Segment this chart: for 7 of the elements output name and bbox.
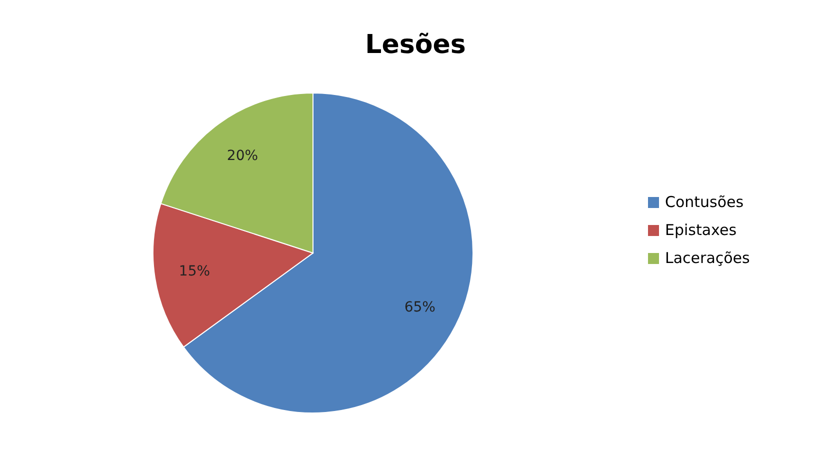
- legend-label: Contusões: [665, 193, 744, 212]
- chart-title: Lesões: [365, 30, 466, 60]
- legend-label: Epistaxes: [665, 221, 737, 240]
- data-label: 15%: [178, 264, 210, 280]
- data-label: 65%: [404, 299, 436, 316]
- data-label: 20%: [226, 148, 258, 164]
- legend-label: Lacerações: [665, 249, 750, 268]
